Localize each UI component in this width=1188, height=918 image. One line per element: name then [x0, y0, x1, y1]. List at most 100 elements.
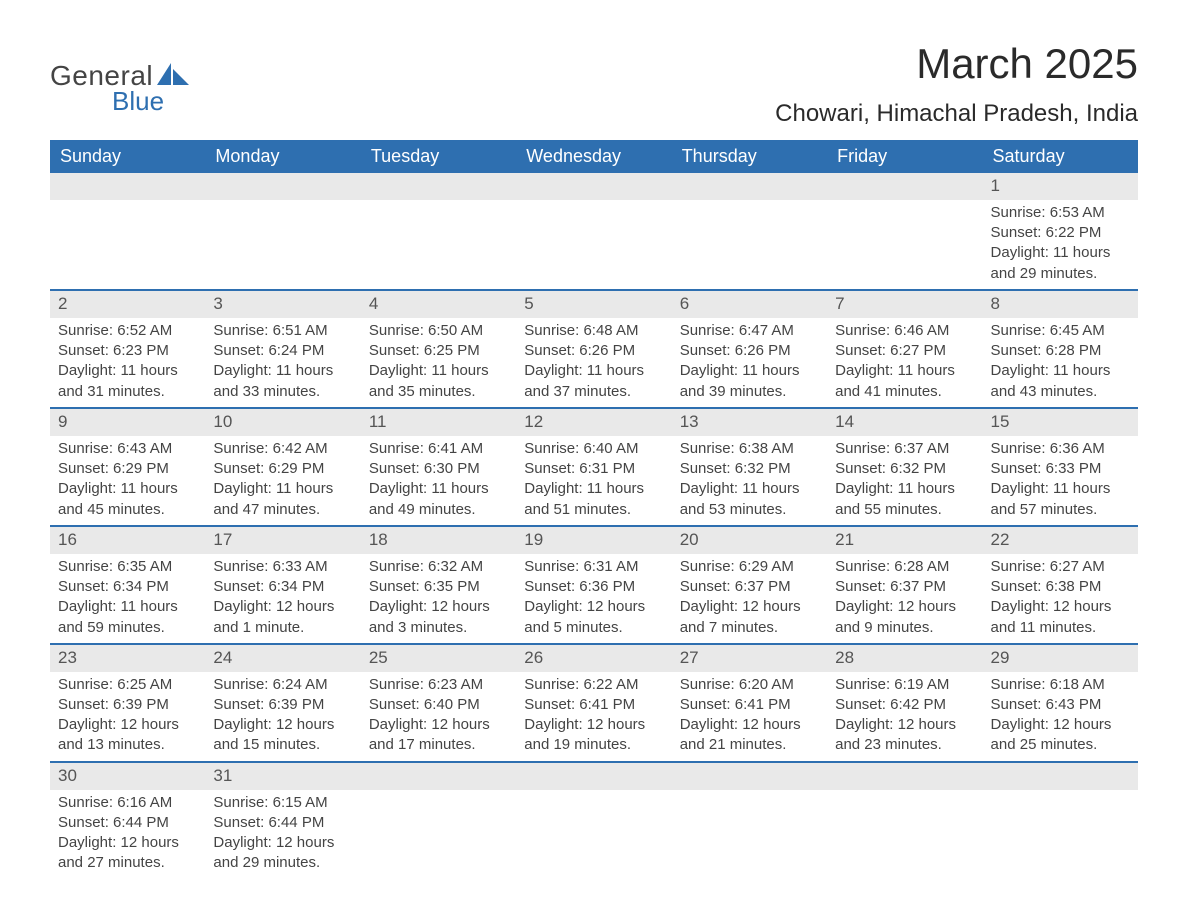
- day-number: 15: [983, 409, 1138, 436]
- day-number: [516, 173, 671, 200]
- daylight-text-1: Daylight: 12 hours: [369, 597, 508, 617]
- weekday-header: Monday: [205, 140, 360, 173]
- day-number: 18: [361, 527, 516, 554]
- day-data: Sunrise: 6:29 AMSunset: 6:37 PMDaylight:…: [672, 554, 827, 643]
- calendar-day-cell: 24Sunrise: 6:24 AMSunset: 6:39 PMDayligh…: [205, 644, 360, 762]
- day-number: 9: [50, 409, 205, 436]
- calendar-week-row: 1Sunrise: 6:53 AMSunset: 6:22 PMDaylight…: [50, 173, 1138, 290]
- sunset-text: Sunset: 6:34 PM: [213, 577, 352, 597]
- sunrise-text: Sunrise: 6:24 AM: [213, 675, 352, 695]
- daylight-text-1: Daylight: 12 hours: [369, 715, 508, 735]
- day-number: [983, 763, 1138, 790]
- day-number: 12: [516, 409, 671, 436]
- location-subtitle: Chowari, Himachal Pradesh, India: [775, 100, 1138, 128]
- daylight-text-1: Daylight: 12 hours: [213, 715, 352, 735]
- day-data: Sunrise: 6:42 AMSunset: 6:29 PMDaylight:…: [205, 436, 360, 525]
- daylight-text-1: Daylight: 11 hours: [369, 479, 508, 499]
- day-number: 21: [827, 527, 982, 554]
- daylight-text-2: and 57 minutes.: [991, 500, 1130, 520]
- day-number: [205, 173, 360, 200]
- daylight-text-2: and 41 minutes.: [835, 382, 974, 402]
- daylight-text-2: and 5 minutes.: [524, 618, 663, 638]
- calendar-day-cell: 15Sunrise: 6:36 AMSunset: 6:33 PMDayligh…: [983, 408, 1138, 526]
- day-number: [361, 763, 516, 790]
- day-data: [827, 790, 982, 798]
- sunrise-text: Sunrise: 6:52 AM: [58, 321, 197, 341]
- day-data: Sunrise: 6:41 AMSunset: 6:30 PMDaylight:…: [361, 436, 516, 525]
- calendar-day-cell: 20Sunrise: 6:29 AMSunset: 6:37 PMDayligh…: [672, 526, 827, 644]
- day-data: [983, 790, 1138, 798]
- sunset-text: Sunset: 6:29 PM: [213, 459, 352, 479]
- day-data: Sunrise: 6:40 AMSunset: 6:31 PMDaylight:…: [516, 436, 671, 525]
- sunrise-text: Sunrise: 6:38 AM: [680, 439, 819, 459]
- sunrise-text: Sunrise: 6:22 AM: [524, 675, 663, 695]
- day-data: Sunrise: 6:37 AMSunset: 6:32 PMDaylight:…: [827, 436, 982, 525]
- day-data: [205, 200, 360, 208]
- title-block: March 2025 Chowari, Himachal Pradesh, In…: [775, 40, 1138, 128]
- calendar-day-cell: 22Sunrise: 6:27 AMSunset: 6:38 PMDayligh…: [983, 526, 1138, 644]
- calendar-day-cell: 16Sunrise: 6:35 AMSunset: 6:34 PMDayligh…: [50, 526, 205, 644]
- day-number: [827, 173, 982, 200]
- sunrise-text: Sunrise: 6:50 AM: [369, 321, 508, 341]
- calendar-day-cell: [983, 762, 1138, 879]
- sunrise-text: Sunrise: 6:48 AM: [524, 321, 663, 341]
- sunset-text: Sunset: 6:22 PM: [991, 223, 1130, 243]
- daylight-text-2: and 27 minutes.: [58, 853, 197, 873]
- sunrise-text: Sunrise: 6:40 AM: [524, 439, 663, 459]
- calendar-day-cell: [50, 173, 205, 290]
- calendar-day-cell: 28Sunrise: 6:19 AMSunset: 6:42 PMDayligh…: [827, 644, 982, 762]
- day-data: [516, 200, 671, 208]
- calendar-day-cell: 11Sunrise: 6:41 AMSunset: 6:30 PMDayligh…: [361, 408, 516, 526]
- day-data: Sunrise: 6:27 AMSunset: 6:38 PMDaylight:…: [983, 554, 1138, 643]
- day-number: 4: [361, 291, 516, 318]
- day-number: 14: [827, 409, 982, 436]
- daylight-text-1: Daylight: 11 hours: [213, 479, 352, 499]
- daylight-text-2: and 55 minutes.: [835, 500, 974, 520]
- daylight-text-2: and 31 minutes.: [58, 382, 197, 402]
- calendar-week-row: 23Sunrise: 6:25 AMSunset: 6:39 PMDayligh…: [50, 644, 1138, 762]
- calendar-day-cell: 7Sunrise: 6:46 AMSunset: 6:27 PMDaylight…: [827, 290, 982, 408]
- calendar-day-cell: 3Sunrise: 6:51 AMSunset: 6:24 PMDaylight…: [205, 290, 360, 408]
- weekday-header: Tuesday: [361, 140, 516, 173]
- logo-text-blue: Blue: [112, 86, 191, 117]
- daylight-text-2: and 35 minutes.: [369, 382, 508, 402]
- daylight-text-2: and 15 minutes.: [213, 735, 352, 755]
- daylight-text-2: and 11 minutes.: [991, 618, 1130, 638]
- sunrise-text: Sunrise: 6:27 AM: [991, 557, 1130, 577]
- day-number: 7: [827, 291, 982, 318]
- sunset-text: Sunset: 6:44 PM: [213, 813, 352, 833]
- sunset-text: Sunset: 6:35 PM: [369, 577, 508, 597]
- day-data: Sunrise: 6:18 AMSunset: 6:43 PMDaylight:…: [983, 672, 1138, 761]
- calendar-day-cell: 10Sunrise: 6:42 AMSunset: 6:29 PMDayligh…: [205, 408, 360, 526]
- sunrise-text: Sunrise: 6:20 AM: [680, 675, 819, 695]
- weekday-header: Friday: [827, 140, 982, 173]
- sunset-text: Sunset: 6:32 PM: [680, 459, 819, 479]
- sunrise-text: Sunrise: 6:16 AM: [58, 793, 197, 813]
- sunset-text: Sunset: 6:39 PM: [213, 695, 352, 715]
- daylight-text-2: and 33 minutes.: [213, 382, 352, 402]
- daylight-text-2: and 7 minutes.: [680, 618, 819, 638]
- calendar-day-cell: [827, 762, 982, 879]
- day-number: 27: [672, 645, 827, 672]
- daylight-text-2: and 1 minute.: [213, 618, 352, 638]
- sunrise-text: Sunrise: 6:37 AM: [835, 439, 974, 459]
- calendar-day-cell: [361, 173, 516, 290]
- calendar-day-cell: 6Sunrise: 6:47 AMSunset: 6:26 PMDaylight…: [672, 290, 827, 408]
- calendar-day-cell: [516, 173, 671, 290]
- day-number: 22: [983, 527, 1138, 554]
- daylight-text-2: and 29 minutes.: [991, 264, 1130, 284]
- day-data: Sunrise: 6:20 AMSunset: 6:41 PMDaylight:…: [672, 672, 827, 761]
- sunset-text: Sunset: 6:38 PM: [991, 577, 1130, 597]
- calendar-day-cell: 30Sunrise: 6:16 AMSunset: 6:44 PMDayligh…: [50, 762, 205, 879]
- daylight-text-1: Daylight: 12 hours: [991, 597, 1130, 617]
- logo: General Blue: [50, 60, 191, 117]
- day-data: Sunrise: 6:48 AMSunset: 6:26 PMDaylight:…: [516, 318, 671, 407]
- sunset-text: Sunset: 6:32 PM: [835, 459, 974, 479]
- day-number: 19: [516, 527, 671, 554]
- sunset-text: Sunset: 6:26 PM: [524, 341, 663, 361]
- day-data: [361, 790, 516, 798]
- daylight-text-1: Daylight: 11 hours: [680, 479, 819, 499]
- daylight-text-1: Daylight: 11 hours: [991, 479, 1130, 499]
- calendar-day-cell: 9Sunrise: 6:43 AMSunset: 6:29 PMDaylight…: [50, 408, 205, 526]
- daylight-text-2: and 19 minutes.: [524, 735, 663, 755]
